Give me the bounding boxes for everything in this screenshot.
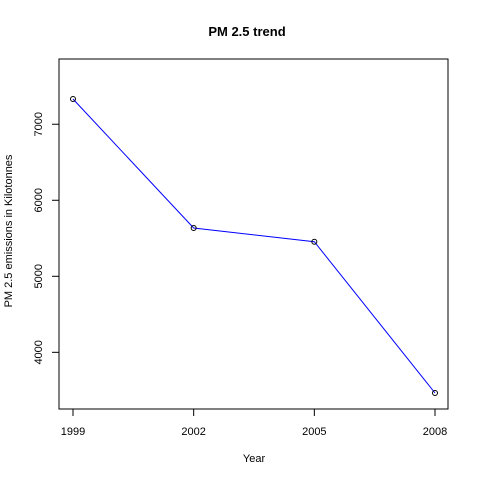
y-axis-label: PM 2.5 emissions in Kilotonnes <box>3 154 15 307</box>
series-layer <box>70 96 438 396</box>
plot-frame <box>58 58 449 410</box>
data-point <box>190 225 197 232</box>
y-tick-label: 4000 <box>33 340 45 364</box>
y-tick-label: 5000 <box>33 264 45 288</box>
x-tick-label: 1999 <box>61 426 85 438</box>
data-point <box>311 238 318 245</box>
x-tick-label: 2008 <box>423 426 447 438</box>
y-tick-label: 7000 <box>33 112 45 136</box>
x-tick-label: 2005 <box>302 426 326 438</box>
data-point <box>432 390 438 396</box>
chart-title: PM 2.5 trend <box>208 24 285 39</box>
x-axis-label: Year <box>243 453 266 465</box>
series-line <box>72 98 436 394</box>
data-point <box>70 96 76 102</box>
x-axis-ticks: 1999 2002 2005 2008 <box>61 409 447 438</box>
x-tick-label: 2002 <box>181 426 205 438</box>
y-axis-ticks: 4000 5000 6000 7000 <box>33 112 59 365</box>
y-tick-label: 6000 <box>33 188 45 212</box>
